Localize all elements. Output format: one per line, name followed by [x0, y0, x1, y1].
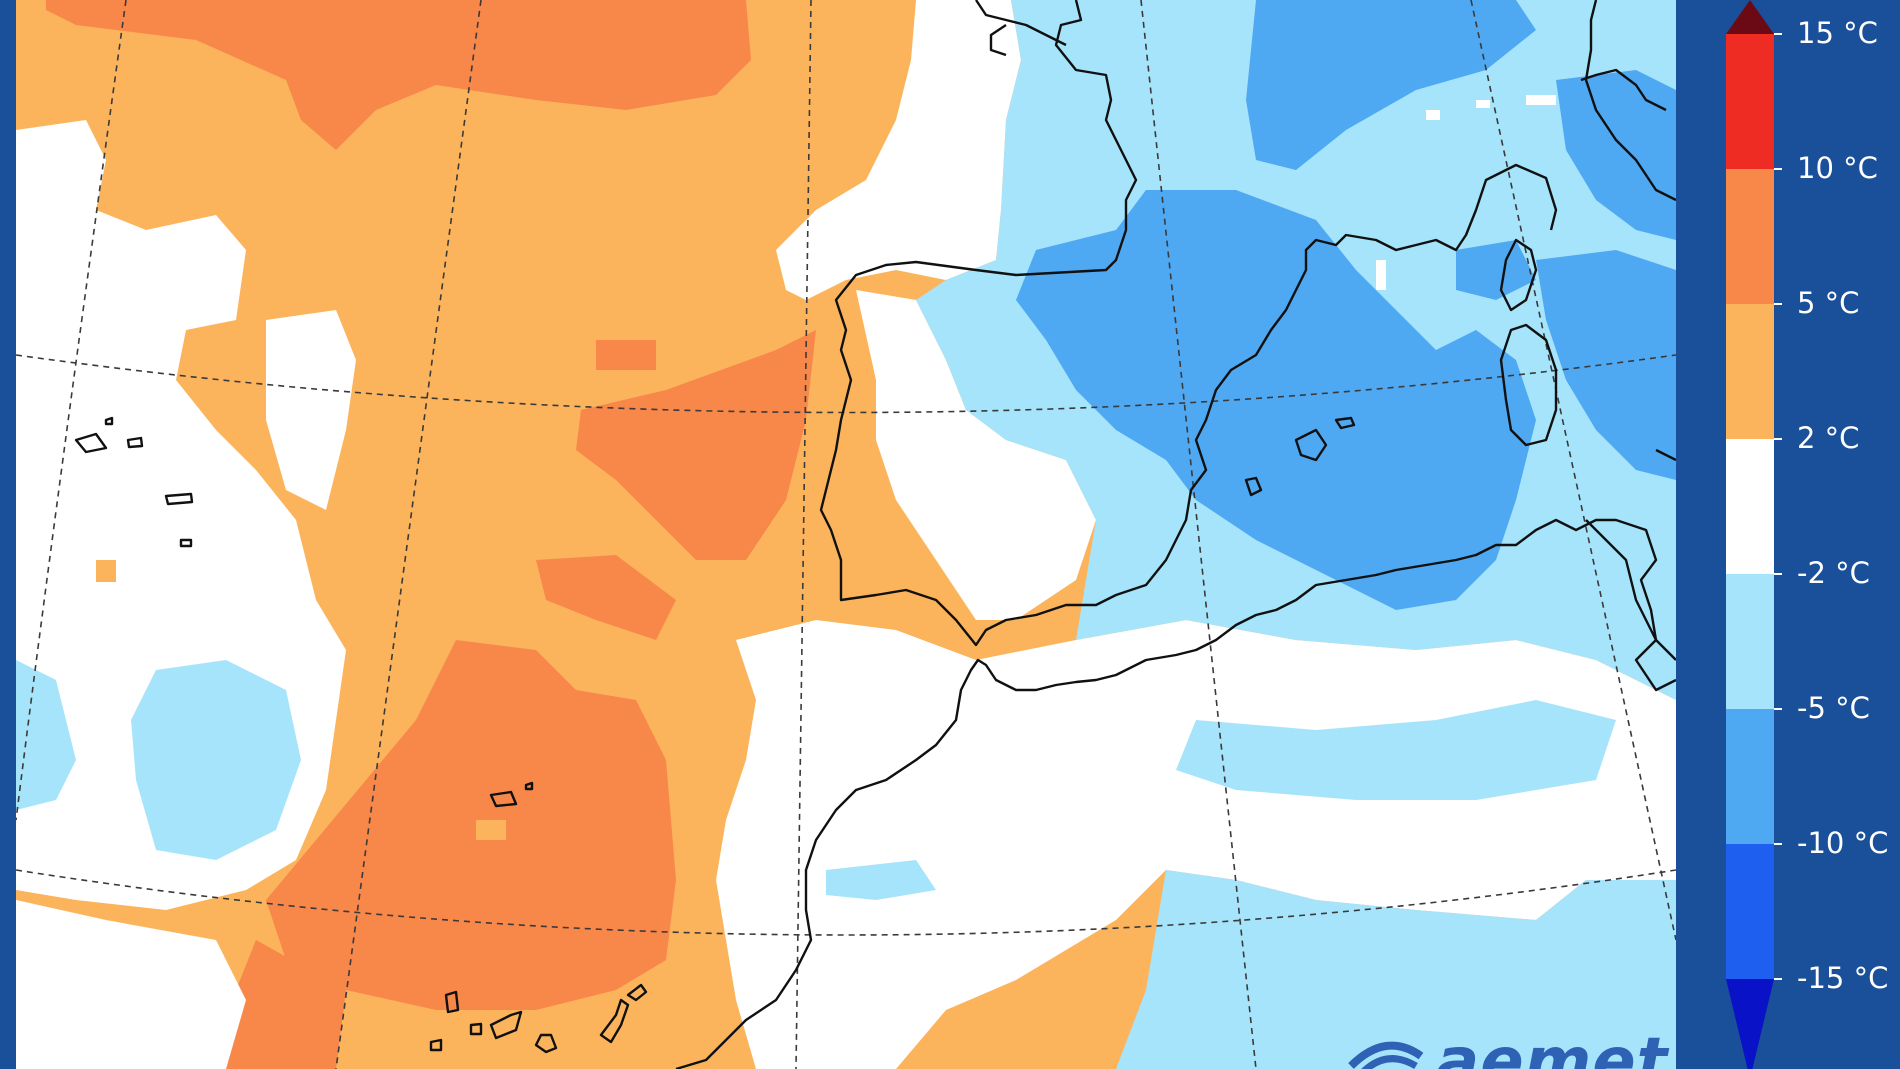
colorbar-tick-label: -5 °C: [1797, 691, 1870, 725]
longitude-line: [1140, 0, 1257, 1069]
coastline-italy-north: [1580, 68, 1667, 112]
anomaly-cool-west: [131, 660, 301, 860]
coastline-porto-santo: [524, 781, 534, 791]
anomaly-neutral-central: [856, 290, 1096, 620]
coastlines: [74, 0, 1676, 1069]
anomaly-speck: [1376, 260, 1386, 290]
coastline-tunisia: [1585, 519, 1676, 661]
longitude-line: [335, 0, 482, 1069]
graticule: [16, 0, 1676, 1069]
coastline-canary-3: [489, 1010, 523, 1040]
temperature-anomaly-map: aemet: [16, 0, 1676, 1069]
anomaly-patch-iberia-warm: [576, 330, 816, 560]
colorbar-tick-label: 10 °C: [1797, 151, 1878, 185]
colorbar-legend: 15 °C 10 °C 5 °C 2 °C -2 °C -5 °C -10 °C -15 °C: [1676, 0, 1900, 1069]
coastline-canary-4: [534, 1033, 558, 1054]
coastline-canary-1: [444, 990, 460, 1014]
colorbar-tick-label: -2 °C: [1797, 556, 1870, 590]
anomaly-speck-warm: [476, 820, 506, 840]
anomaly-neutral-islet: [266, 310, 356, 510]
colorbar-tick-label: -10 °C: [1797, 826, 1889, 860]
coastline-italy: [1584, 0, 1676, 202]
aemet-logo: aemet: [1346, 1030, 1676, 1069]
coastline-canary-2: [469, 1022, 483, 1036]
coastline-azores-5: [104, 416, 114, 426]
longitude-line: [795, 0, 812, 1069]
colorbar-bin: [1726, 709, 1774, 844]
latitude-line: [16, 354, 1676, 414]
colorbar-tick-label: -15 °C: [1797, 961, 1889, 995]
anomaly-speck-warm: [596, 340, 656, 370]
colorbar-tick-label: 15 °C: [1797, 16, 1878, 50]
anomaly-cold-france-med: [1016, 190, 1536, 610]
longitude-line: [16, 0, 127, 821]
colorbar: [1726, 0, 1782, 1069]
anomaly-cool-west-edge: [16, 660, 76, 810]
colorbar-bin: [1726, 34, 1774, 169]
coastline-azores-4: [179, 538, 193, 548]
coastline-brittany: [975, 0, 1067, 47]
coastline-canary-7: [429, 1038, 443, 1052]
map-canvas: [16, 0, 1676, 1069]
anomaly-cool-sahara: [826, 860, 936, 900]
anomaly-patch-canary-warm: [266, 640, 676, 1010]
coastline-italy-south: [1655, 448, 1676, 462]
anomaly-neutral-biscay: [776, 0, 1021, 300]
anomaly-cold-corsica: [1556, 70, 1676, 240]
colorbar-tick-label: 5 °C: [1797, 286, 1860, 320]
colorbar-bin: [1726, 439, 1774, 574]
coastline-iberia-france: [819, 0, 1558, 647]
colorbar-extend-bottom: [1726, 979, 1774, 1069]
anomaly-speck: [1526, 95, 1556, 105]
colorbar-bin: [1726, 169, 1774, 304]
anomaly-patch-north-warm: [46, 0, 751, 150]
anomaly-cold-pyrenees: [1456, 240, 1536, 300]
coastline-canary-5: [599, 998, 630, 1044]
coastline-menorca: [1334, 416, 1356, 430]
anomaly-neutral-bottom-left: [16, 900, 246, 1069]
coastline-corsica: [1499, 238, 1538, 312]
colorbar-bin: [1726, 304, 1774, 439]
anomaly-speck: [1426, 110, 1440, 120]
colorbar-bin: [1726, 574, 1774, 709]
anomaly-cold-east-med: [1536, 250, 1676, 480]
anomaly-cool-africa-band: [1176, 700, 1616, 800]
anomaly-speck: [1476, 100, 1490, 108]
colorbar-extend-top: [1726, 0, 1774, 34]
colorbar-bin: [1726, 844, 1774, 979]
coastline-canary-6: [626, 983, 648, 1002]
colorbar-tick-label: 2 °C: [1797, 421, 1860, 455]
coastline-madeira: [489, 790, 518, 808]
coastline-brittany-tip: [989, 24, 1007, 57]
anomaly-cold-north: [1246, 0, 1536, 170]
anomaly-patch-south-warm: [216, 940, 346, 1069]
aemet-logo-text: aemet: [1436, 1030, 1669, 1069]
coastline-azores-3: [164, 492, 194, 506]
anomaly-patch-atlantic-warm: [536, 555, 676, 640]
coastline-azores-1: [74, 432, 108, 454]
coastline-mallorca: [1294, 428, 1328, 462]
coastline-sardinia: [1499, 323, 1558, 447]
aemet-logo-icon: [1348, 1041, 1424, 1069]
coastline-azores-2: [126, 436, 144, 449]
anomaly-speck-warm: [96, 560, 116, 582]
coastline-ibiza: [1244, 476, 1263, 497]
